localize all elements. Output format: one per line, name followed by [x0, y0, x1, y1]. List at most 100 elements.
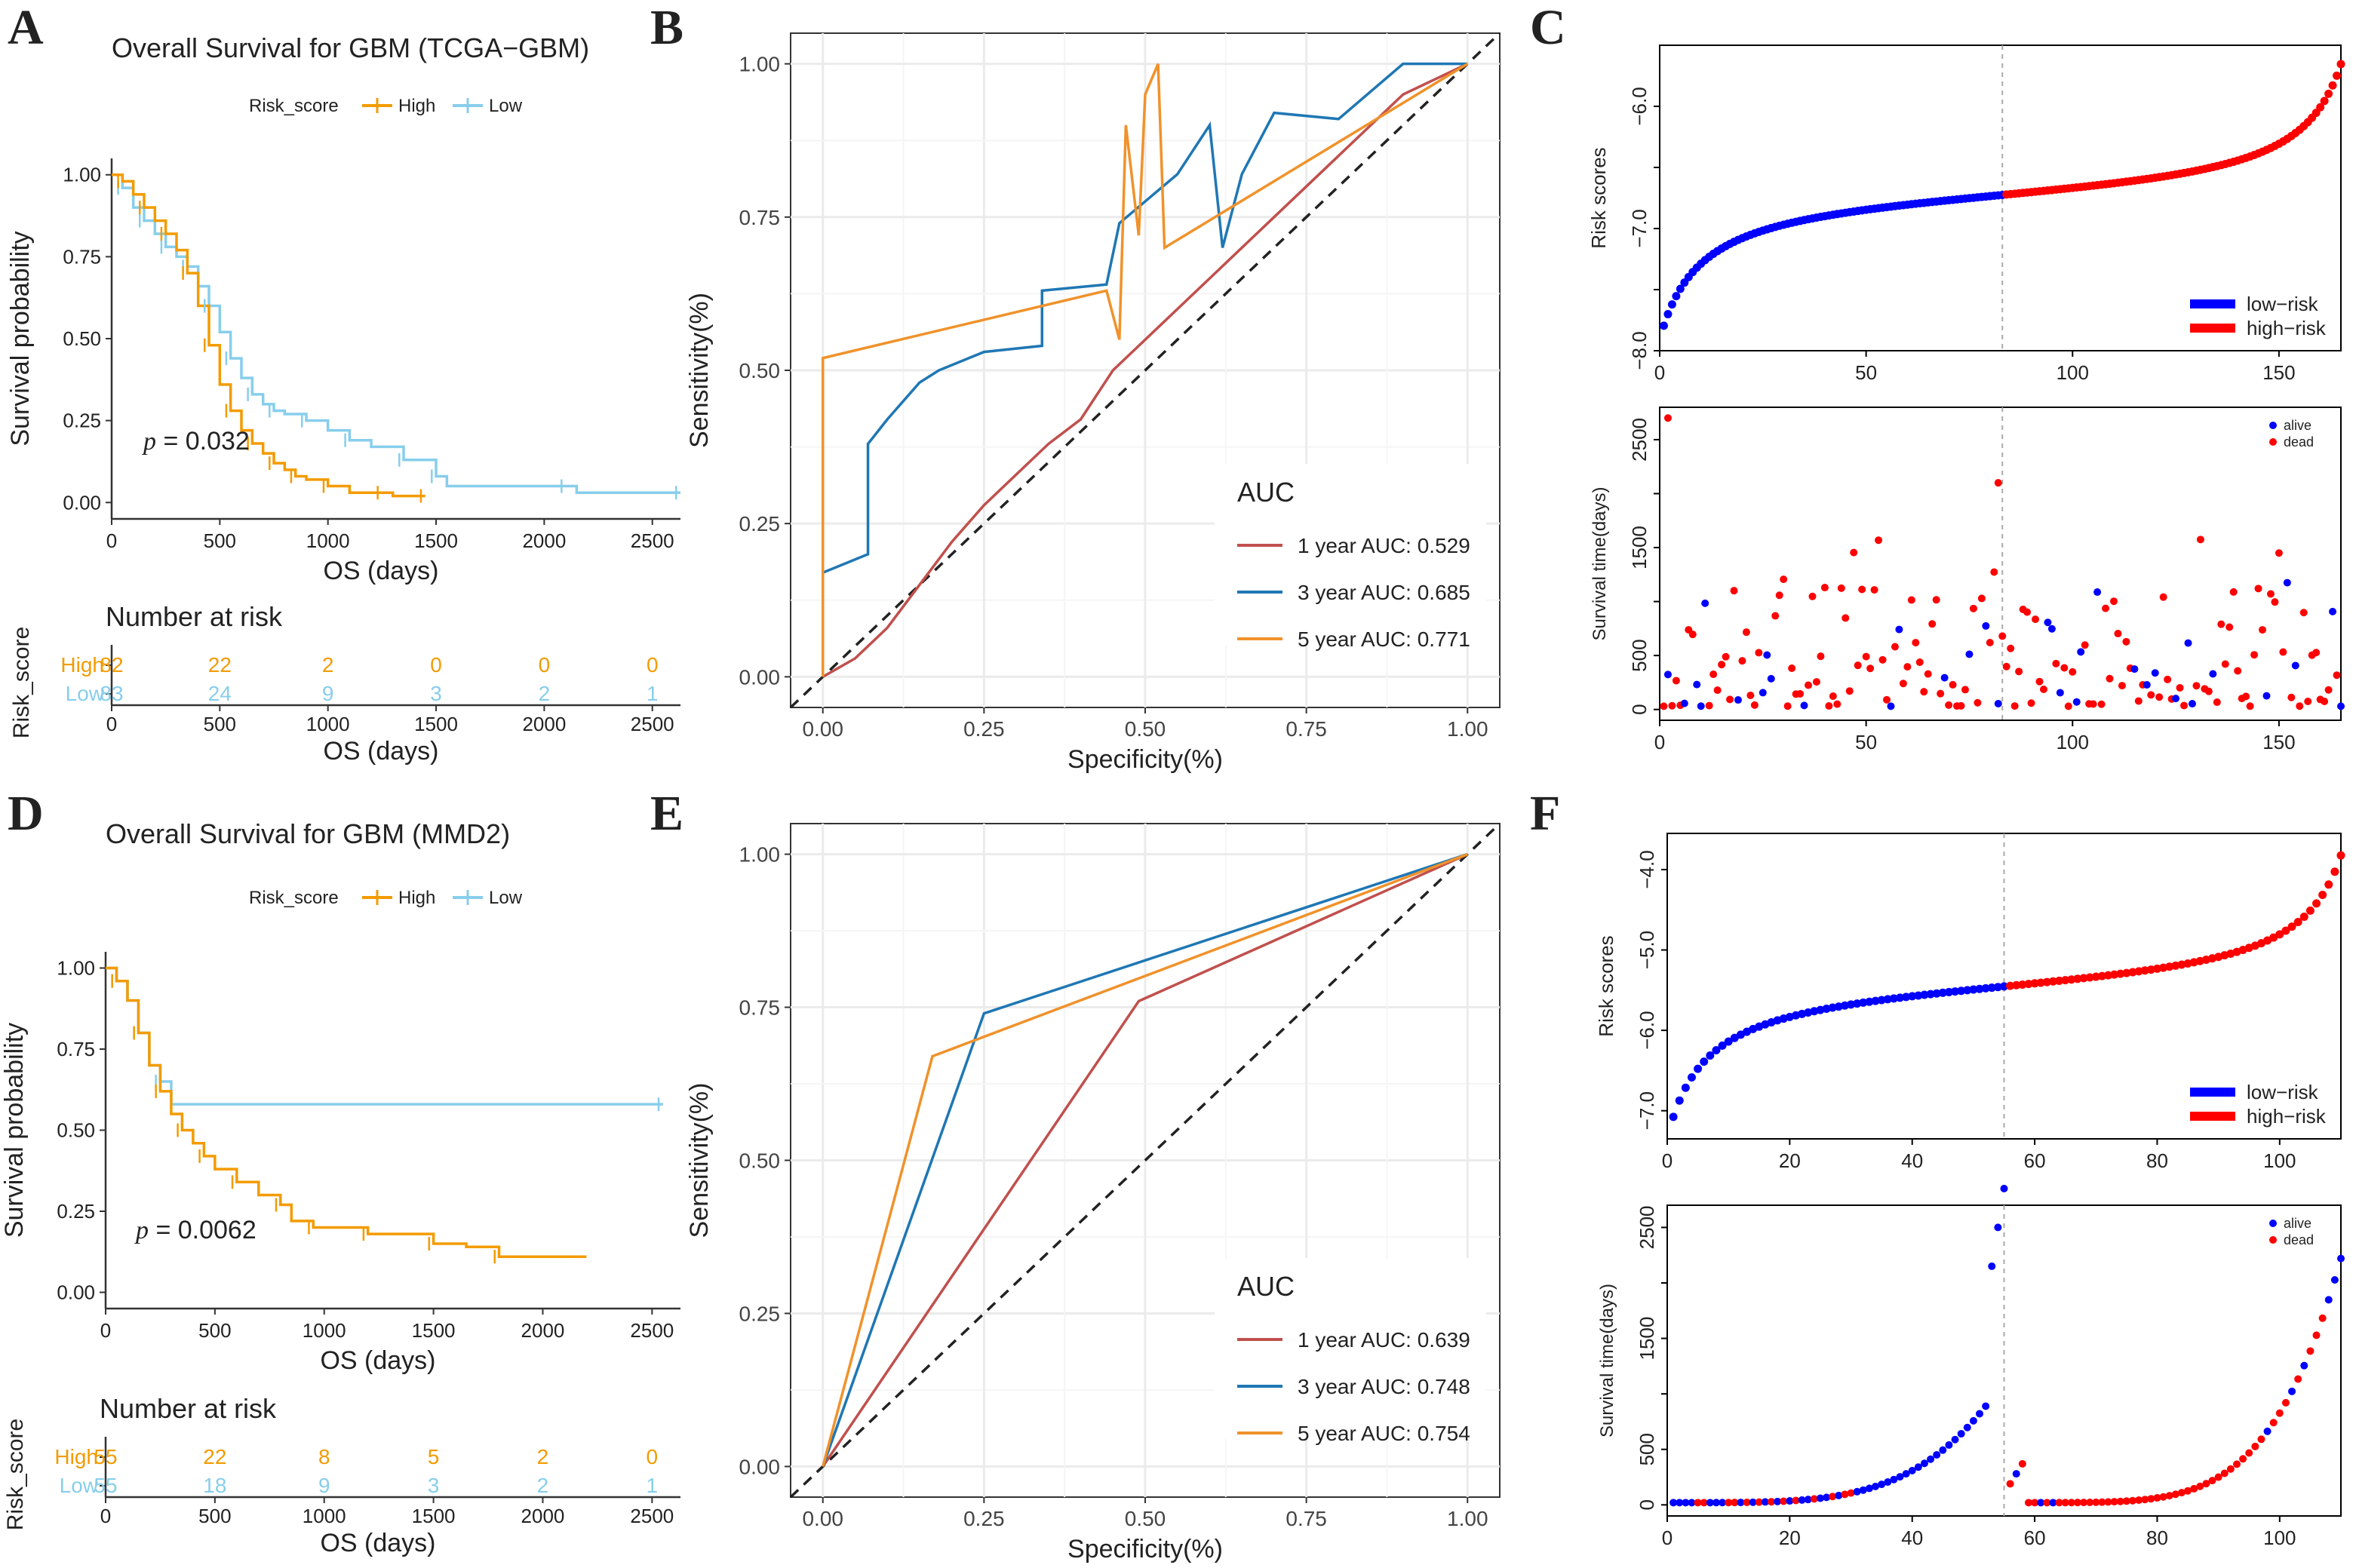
- risk-point-high: [2312, 899, 2321, 908]
- risk-point-low: [1681, 1083, 1690, 1092]
- surv-point-dead: [2073, 1499, 2081, 1507]
- risk-xtick-label: 150: [2262, 361, 2295, 384]
- risk-ytick-label: −7.0: [1636, 1091, 1658, 1130]
- km-legend-title: Risk_score: [249, 96, 339, 116]
- risk-point-low: [1951, 987, 1960, 996]
- risk-table-cell: 1: [647, 682, 659, 705]
- surv-point-alive: [1853, 1487, 1861, 1496]
- surv-point-alive: [1920, 1459, 1928, 1468]
- legend-high-label: High: [398, 96, 435, 116]
- risk-point-high: [2152, 964, 2161, 973]
- km-xlabel: OS (days): [323, 557, 438, 585]
- risk-ylabel: Risk scores: [1595, 935, 1617, 1036]
- surv-point-alive: [1823, 1493, 1831, 1502]
- risk-table-xtick-label: 1000: [303, 1505, 346, 1527]
- surv-point-alive: [1800, 701, 1808, 710]
- surv-point-alive: [2172, 695, 2180, 703]
- surv-point-dead: [1738, 657, 1746, 665]
- surv-xtick-label: 40: [1901, 1527, 1923, 1549]
- surv-point-alive: [2300, 1361, 2308, 1370]
- surv-point-dead: [2333, 671, 2341, 680]
- roc-ylabel: Sensitivity(%): [685, 293, 714, 448]
- km-ylabel: Survival probability: [6, 231, 35, 446]
- risk-point-low: [1694, 1064, 1703, 1073]
- risk-table-row-label: Low: [60, 1474, 99, 1497]
- surv-point-dead: [1829, 1493, 1837, 1501]
- surv-point-dead: [2204, 687, 2213, 695]
- roc-ytick-label: 1.00: [739, 53, 781, 76]
- roc-diagonal: [789, 32, 1501, 709]
- roc-ytick-label: 0.50: [739, 359, 781, 382]
- km-ytick-label: 0.25: [57, 1200, 95, 1223]
- risk-ytick-label: −5.0: [1636, 931, 1658, 969]
- surv-point-dead: [1755, 649, 1763, 657]
- surv-ytick-label: 2500: [1628, 418, 1651, 462]
- surv-point-dead: [1829, 692, 1837, 701]
- km-xtick-label: 2500: [631, 529, 674, 552]
- surv-point-dead: [2275, 1409, 2284, 1417]
- surv-point-alive: [1890, 1475, 1898, 1484]
- surv-point-dead: [2159, 1493, 2167, 1501]
- risk-point-high: [2140, 966, 2149, 975]
- surv-point-dead: [2080, 1499, 2088, 1507]
- risk-table-xtick-label: 1500: [414, 713, 458, 735]
- risk-point-low: [1963, 986, 1972, 995]
- surv-point-dead: [2296, 702, 2304, 710]
- surv-point-alive: [1914, 1463, 1922, 1471]
- surv-legend-alive-dot: [2269, 1220, 2277, 1227]
- surv-point-alive: [2329, 607, 2337, 615]
- surv-point-dead: [2190, 1484, 2198, 1493]
- surv-point-dead: [2098, 1498, 2106, 1506]
- risk-point-high: [2316, 103, 2325, 112]
- surv-point-alive: [2056, 689, 2064, 697]
- panel-letter-B: B: [650, 0, 683, 55]
- risk-point-high: [2116, 969, 2125, 978]
- surv-ytick-label: 2500: [1636, 1206, 1658, 1250]
- risk-table-row-label: Low: [66, 682, 105, 705]
- km-xtick-label: 1500: [412, 1319, 456, 1342]
- roc-ytick-label: 0.00: [739, 665, 781, 689]
- risk-table-cell: 9: [322, 682, 334, 705]
- risk-table-cell: 8: [318, 1445, 330, 1468]
- risk-point-high: [2336, 60, 2345, 69]
- surv-point-dead: [2271, 598, 2279, 606]
- legend-high-label: High: [398, 888, 435, 908]
- risk-table-cell: 9: [318, 1474, 330, 1497]
- surv-point-dead: [1743, 1498, 1751, 1506]
- surv-point-alive: [1927, 1455, 1935, 1463]
- surv-point-dead: [1713, 686, 1722, 695]
- risk-point-high: [2275, 930, 2284, 939]
- roc-curve-3-year: [822, 852, 1468, 1467]
- risk-xtick-label: 0: [1654, 361, 1665, 384]
- km-xtick-label: 0: [106, 529, 117, 552]
- legend-low-label: Low: [489, 888, 523, 908]
- surv-point-dead: [2135, 1496, 2143, 1505]
- surv-point-alive: [1896, 1473, 1904, 1481]
- surv-point-dead: [1810, 1495, 1818, 1503]
- km-xtick-label: 1500: [414, 529, 458, 552]
- risk-xtick-label: 60: [2024, 1149, 2046, 1172]
- surv-point-dead: [1994, 479, 2002, 487]
- surv-point-dead: [2192, 682, 2201, 690]
- risk-point-high: [2165, 962, 2174, 971]
- surv-point-dead: [1730, 587, 1738, 595]
- surv-point-dead: [2116, 1497, 2124, 1505]
- risk-ytick-label: −4.0: [1636, 850, 1658, 888]
- risk-table-cell: 3: [428, 1474, 440, 1497]
- risk-table-cell: 0: [647, 653, 659, 677]
- risk-table-xtick-label: 0: [106, 713, 117, 735]
- surv-point-alive: [2151, 669, 2159, 677]
- roc-legend-bg: [1215, 464, 1486, 645]
- risk-point-high: [2324, 89, 2333, 98]
- surv-ytick-label: 500: [1628, 639, 1651, 671]
- surv-point-alive: [1963, 1423, 1971, 1431]
- surv-point-dead: [1998, 632, 2007, 640]
- risk-point-high: [2171, 961, 2180, 970]
- risk-point-high: [2281, 926, 2290, 935]
- surv-point-alive: [1878, 1481, 1886, 1489]
- roc-legend-label: 5 year AUC: 0.754: [1298, 1422, 1470, 1445]
- roc-xtick-label: 0.00: [802, 1507, 843, 1530]
- surv-xtick-label: 60: [2024, 1527, 2046, 1549]
- risk-legend-high-label: high−risk: [2247, 1105, 2327, 1128]
- surv-point-dead: [2061, 1499, 2069, 1507]
